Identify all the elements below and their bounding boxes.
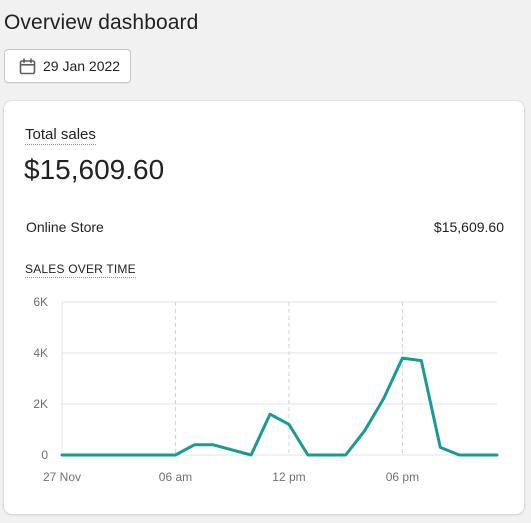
- page-title: Overview dashboard: [4, 11, 199, 34]
- total-sales-card: Total sales $15,609.60 Online Store $15,…: [4, 101, 524, 514]
- y-tick-label: 0: [41, 448, 48, 462]
- calendar-icon: [19, 57, 36, 75]
- x-tick-label: 06 pm: [386, 470, 419, 484]
- y-tick-label: 4K: [33, 346, 48, 360]
- channel-value-online-store: $15,609.60: [433, 219, 504, 235]
- sales-over-time-title[interactable]: SALES OVER TIME: [25, 262, 136, 278]
- total-sales-value: $15,609.60: [24, 154, 165, 185]
- x-tick-label: 27 Nov: [43, 470, 81, 484]
- x-tick-label: 12 pm: [272, 470, 305, 484]
- date-picker-button[interactable]: 29 Jan 2022: [4, 49, 131, 83]
- total-sales-title[interactable]: Total sales: [25, 126, 96, 145]
- sales-series-line: [60, 356, 499, 457]
- y-tick-label: 2K: [33, 397, 48, 411]
- y-tick-label: 6K: [33, 295, 48, 309]
- channel-label-online-store: Online Store: [26, 219, 104, 235]
- date-picker-label: 29 Jan 2022: [43, 58, 121, 74]
- x-tick-label: 06 am: [159, 470, 192, 484]
